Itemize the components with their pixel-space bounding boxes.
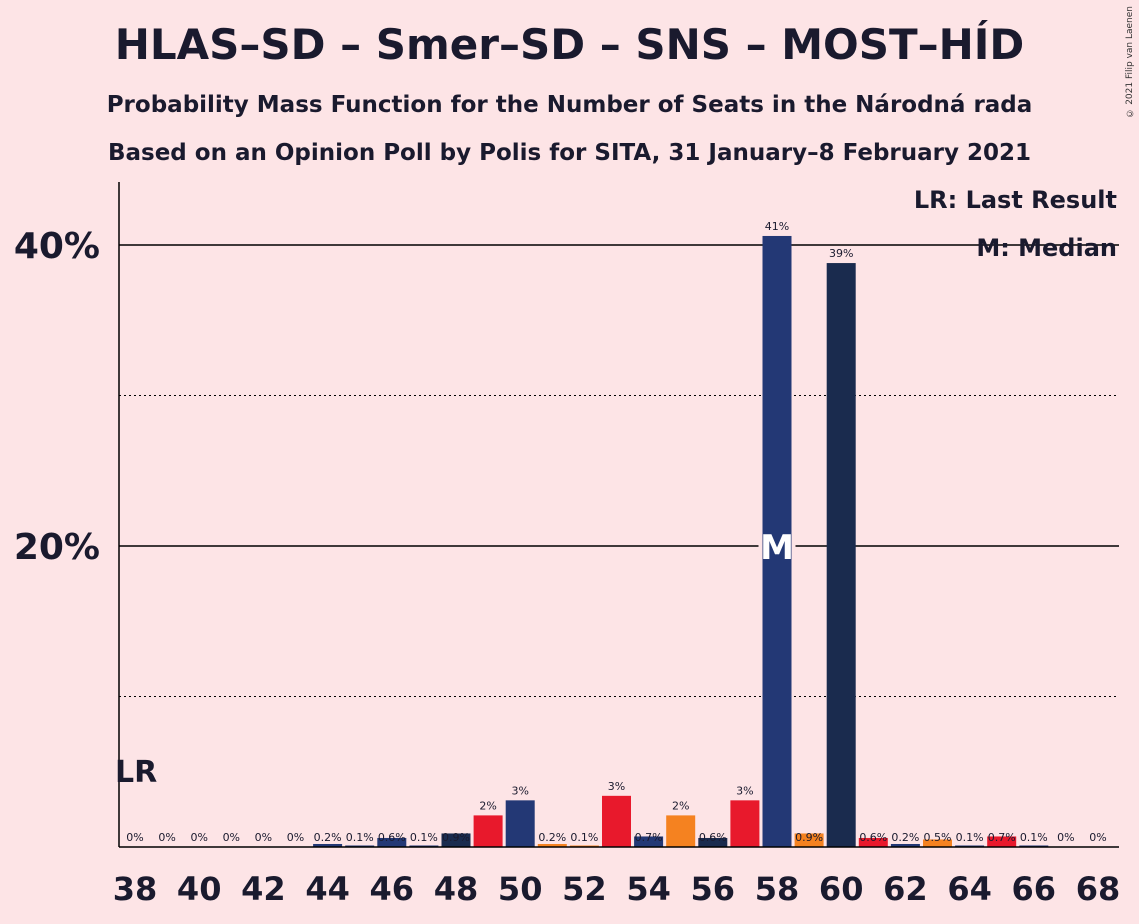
x-tick-label: 50 bbox=[498, 870, 543, 908]
y-tick-label: 40% bbox=[14, 226, 100, 267]
x-tick-label: 42 bbox=[241, 870, 286, 908]
median-marker: M bbox=[760, 528, 794, 568]
bar-data-label: 0.1% bbox=[346, 831, 374, 844]
bar-data-label: 0.1% bbox=[1020, 831, 1048, 844]
bar bbox=[569, 845, 599, 847]
bar-data-label: 0% bbox=[158, 831, 175, 844]
bar bbox=[409, 845, 439, 847]
y-tick-label: 20% bbox=[14, 527, 100, 568]
bar-data-label: 0.7% bbox=[635, 831, 663, 844]
bar-data-label: 0% bbox=[126, 831, 143, 844]
x-tick-label: 46 bbox=[370, 870, 415, 908]
bar-data-label: 2% bbox=[672, 799, 689, 812]
legend-last-result: LR: Last Result bbox=[913, 186, 1117, 214]
bar bbox=[441, 833, 471, 847]
bar-data-label: 0.2% bbox=[891, 831, 919, 844]
x-tick-label: 64 bbox=[947, 870, 992, 908]
bar-data-label: 0% bbox=[287, 831, 304, 844]
bar-data-label: 0% bbox=[1089, 831, 1106, 844]
chart-subtitle: Probability Mass Function for the Number… bbox=[106, 92, 1033, 118]
bar-data-label: 0.5% bbox=[924, 831, 952, 844]
bar bbox=[473, 815, 503, 847]
bar-data-label: 0.1% bbox=[410, 831, 438, 844]
x-tick-label: 58 bbox=[755, 870, 800, 908]
bar bbox=[794, 833, 824, 847]
x-tick-label: 62 bbox=[883, 870, 928, 908]
bar bbox=[698, 837, 728, 847]
bar-data-label: 3% bbox=[511, 784, 528, 797]
bar-data-label: 0% bbox=[223, 831, 240, 844]
x-tick-label: 48 bbox=[434, 870, 479, 908]
bar-data-label: 41% bbox=[765, 220, 789, 233]
bar bbox=[602, 795, 631, 847]
bar-data-label: 0.6% bbox=[859, 831, 887, 844]
bar-data-label: 0.1% bbox=[956, 831, 984, 844]
x-tick-label: 68 bbox=[1076, 870, 1121, 908]
x-tick-label: 56 bbox=[691, 870, 736, 908]
bar-data-label: 0.1% bbox=[570, 831, 598, 844]
bar bbox=[313, 843, 343, 847]
bar-data-label: 3% bbox=[608, 780, 625, 793]
legend-median: M: Median bbox=[976, 234, 1117, 262]
bar bbox=[955, 845, 985, 847]
bar bbox=[666, 815, 696, 847]
bar-data-label: 0.9% bbox=[795, 831, 823, 844]
bar bbox=[890, 843, 920, 847]
bar-data-label: 0.9% bbox=[442, 831, 470, 844]
x-tick-label: 38 bbox=[113, 870, 158, 908]
bar bbox=[826, 263, 856, 847]
last-result-marker-label: LR bbox=[115, 755, 158, 790]
bar-data-label: 0.2% bbox=[538, 831, 566, 844]
bar bbox=[1019, 845, 1049, 847]
bar bbox=[762, 235, 792, 848]
bar bbox=[923, 839, 952, 847]
x-tick-label: 54 bbox=[626, 870, 671, 908]
chart-subtitle-source: Based on an Opinion Poll by Polis for SI… bbox=[107, 140, 1032, 166]
bar-data-label: 0.7% bbox=[988, 831, 1016, 844]
x-tick-label: 66 bbox=[1012, 870, 1057, 908]
bar-data-label: 0% bbox=[1057, 831, 1074, 844]
bar-data-label: 3% bbox=[736, 784, 753, 797]
bar bbox=[858, 837, 888, 847]
bar-data-label: 2% bbox=[479, 799, 496, 812]
x-tick-label: 60 bbox=[819, 870, 864, 908]
bar bbox=[345, 845, 375, 847]
chart-title: HLAS–SD – Smer–SD – SNS – MOST–HÍD bbox=[114, 20, 1025, 69]
bar bbox=[537, 843, 567, 847]
median-bar-fill bbox=[762, 544, 792, 548]
bar bbox=[377, 837, 407, 847]
bar bbox=[987, 836, 1017, 847]
x-tick-label: 40 bbox=[177, 870, 222, 908]
x-tick-label: 44 bbox=[305, 870, 350, 908]
bar-data-label: 0% bbox=[190, 831, 207, 844]
bar-data-label: 39% bbox=[829, 247, 853, 260]
x-tick-label: 52 bbox=[562, 870, 607, 908]
bar bbox=[505, 800, 535, 847]
bar-data-label: 0.6% bbox=[699, 831, 727, 844]
bar-data-label: 0.2% bbox=[314, 831, 342, 844]
bar bbox=[634, 836, 664, 847]
bar bbox=[730, 800, 760, 847]
bar-data-label: 0.6% bbox=[378, 831, 406, 844]
bar-data-label: 0% bbox=[255, 831, 272, 844]
